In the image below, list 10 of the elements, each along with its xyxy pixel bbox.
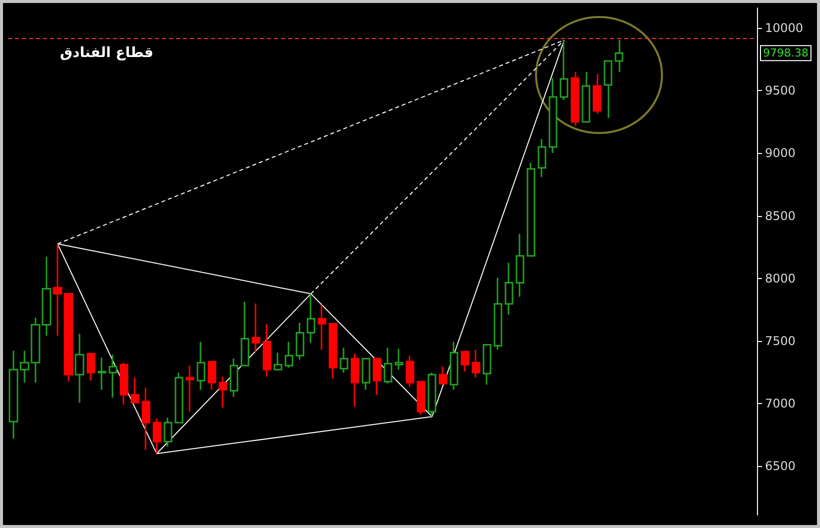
text: قطاع الفنادق xyxy=(60,45,154,61)
y-tick-label: 10000 xyxy=(765,21,804,36)
y-tick-label: 8500 xyxy=(765,208,796,223)
y-tick-label: 8000 xyxy=(765,271,796,286)
y-tick-label: 9500 xyxy=(765,84,796,98)
y-tick-label: 6500 xyxy=(765,459,796,474)
text: 9798.38 xyxy=(763,46,808,60)
y-tick-label: 7000 xyxy=(765,396,796,411)
y-tick-label: 9000 xyxy=(765,146,796,160)
y-tick-label: 7500 xyxy=(765,334,796,348)
